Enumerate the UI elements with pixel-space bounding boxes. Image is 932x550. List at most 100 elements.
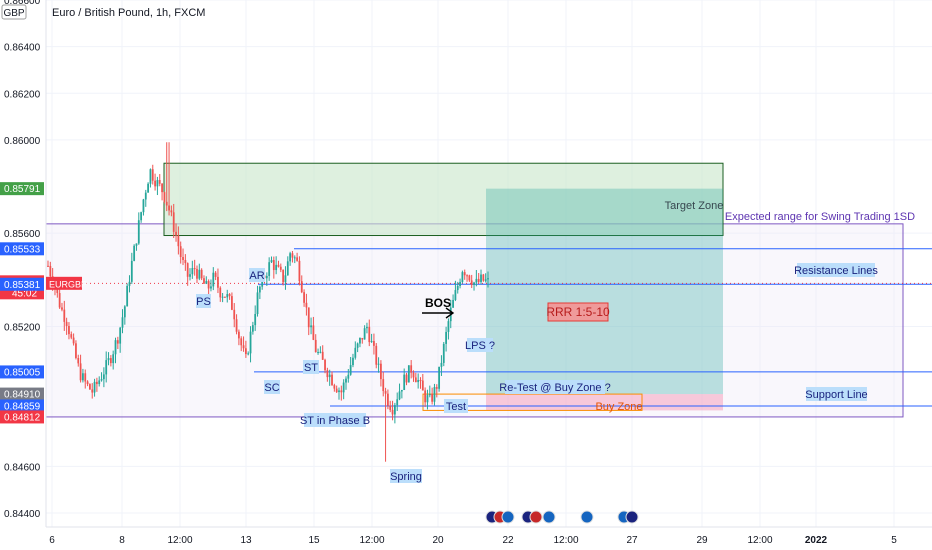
candle-body	[221, 296, 224, 298]
candle-body	[49, 265, 52, 277]
candle-body	[184, 259, 187, 264]
candle-body	[349, 365, 352, 375]
candle-body	[466, 275, 468, 277]
flag-eu-icon[interactable]	[501, 510, 515, 524]
candle-body	[98, 380, 101, 385]
candle-body	[272, 260, 275, 271]
candle-body	[275, 264, 278, 271]
countdown-label: 45:02	[12, 288, 37, 299]
candle-body	[480, 274, 482, 282]
candle-body	[300, 281, 303, 293]
candle-body	[412, 372, 415, 378]
candle-body	[359, 337, 361, 344]
candle-body	[119, 327, 122, 344]
candle-body	[144, 192, 147, 200]
candle-body	[328, 374, 331, 378]
label-bg	[196, 294, 211, 308]
candle-body	[161, 183, 163, 193]
candle-body	[352, 357, 354, 366]
candle-body	[58, 293, 61, 308]
candle-body	[482, 274, 485, 281]
y-tick-label: 0.84600	[4, 462, 41, 473]
candle-body	[380, 363, 382, 380]
candle-body	[303, 292, 305, 303]
candle-body	[456, 285, 459, 291]
candle-body	[293, 257, 296, 259]
candle-body	[189, 274, 191, 277]
candle-body	[368, 326, 371, 343]
chart-title: Euro / British Pound, 1h, FXCM	[52, 7, 205, 19]
rrr-box	[547, 302, 609, 322]
candle-body	[289, 253, 292, 262]
candle-body	[319, 351, 322, 353]
candle-body	[93, 381, 96, 393]
y-tick-label: 0.86600	[4, 0, 41, 7]
price-tag	[0, 410, 44, 424]
symbol-tag-label: EURGBP	[49, 279, 87, 289]
candle-body	[393, 405, 396, 415]
expected-range-box	[45, 223, 904, 418]
candle-body	[130, 260, 133, 282]
currency-badge[interactable]	[1, 4, 27, 20]
candle-body	[63, 309, 66, 322]
candle-body	[165, 201, 168, 206]
candle-body	[410, 365, 413, 373]
candle-body	[361, 337, 364, 340]
candle-body	[109, 358, 112, 364]
candle-body	[217, 276, 219, 288]
candle-body	[438, 366, 441, 389]
label-sc: SC	[264, 382, 279, 394]
label-bg	[303, 360, 319, 374]
candle-body	[226, 294, 229, 298]
flag-gb-icon[interactable]	[529, 510, 543, 524]
label-bg	[390, 469, 422, 483]
candle-body	[442, 343, 445, 363]
candle-body	[137, 220, 140, 244]
x-tick-label: 2022	[805, 535, 828, 546]
price-tag-label: 0.85381	[4, 280, 41, 291]
label-rrr: RRR 1:5-10	[546, 305, 610, 319]
flag-eu-icon[interactable]	[542, 510, 556, 524]
y-tick-label: 0.86400	[4, 43, 41, 54]
candle-body	[487, 278, 489, 280]
candle-body	[340, 390, 343, 393]
x-tick-label: 12:00	[747, 535, 772, 546]
candle-body	[156, 180, 159, 187]
candle-body	[212, 272, 215, 287]
candle-body	[214, 272, 217, 277]
candle-body	[391, 409, 394, 415]
candle-body	[463, 272, 466, 276]
label-st: ST	[304, 362, 318, 374]
candles	[47, 142, 489, 462]
flag-gb-icon[interactable]	[625, 510, 639, 524]
candle-body	[324, 359, 326, 371]
candle-body	[112, 354, 115, 364]
flag-eu-icon[interactable]	[580, 510, 594, 524]
candle-body	[235, 319, 238, 332]
candle-body	[484, 279, 487, 281]
candle-body	[296, 257, 299, 261]
x-tick-label: 27	[626, 535, 638, 546]
economic-events[interactable]	[485, 510, 639, 524]
x-tick-label: 29	[696, 535, 708, 546]
candle-body	[386, 393, 389, 406]
candle-body	[149, 169, 152, 184]
price-tag-label: 0.85791	[4, 184, 41, 195]
candle-body	[389, 405, 392, 410]
candle-body	[82, 373, 84, 381]
price-tag	[0, 242, 44, 256]
candle-body	[251, 325, 254, 332]
candle-body	[314, 339, 317, 353]
candle-body	[91, 389, 94, 393]
test-box	[422, 393, 643, 411]
candle-body	[198, 269, 201, 279]
candle-body	[193, 268, 196, 270]
label-support-line: Support Line	[805, 389, 867, 401]
candle-body	[72, 337, 75, 344]
candle-body	[433, 387, 436, 402]
label-ar: AR	[249, 270, 264, 282]
candle-body	[154, 180, 156, 187]
candle-body	[86, 381, 89, 385]
